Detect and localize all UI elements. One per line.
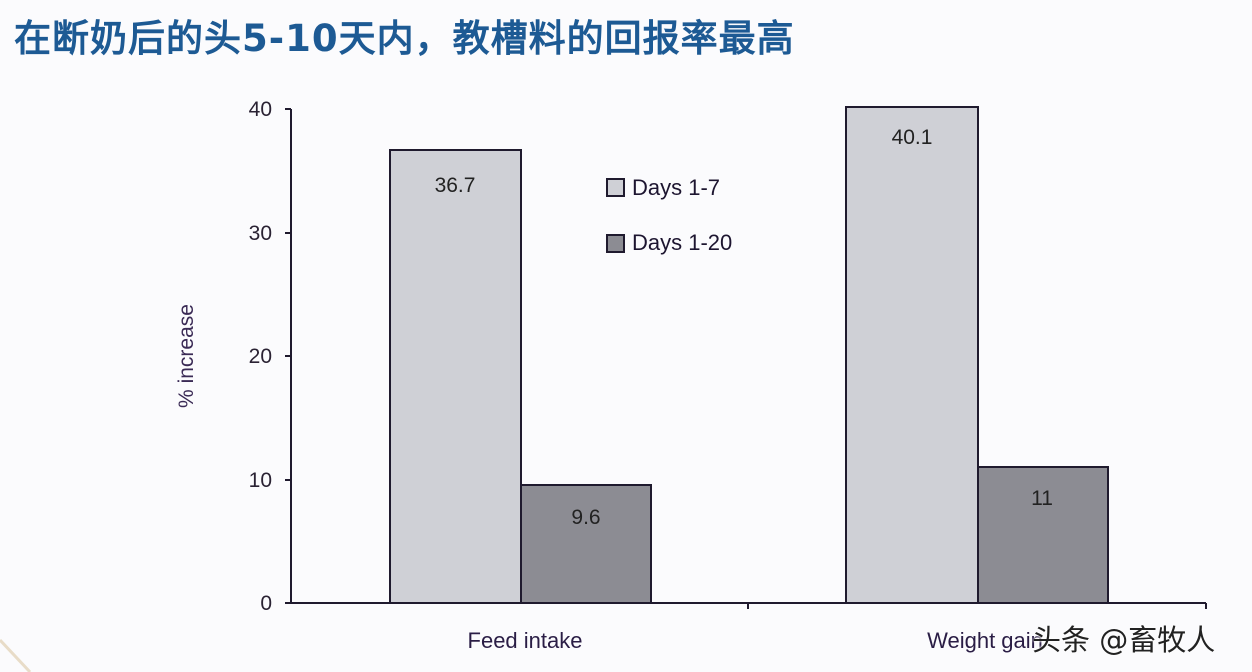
- y-axis-title: % increase: [175, 304, 198, 408]
- watermark: 头条 @畜牧人: [1032, 623, 1216, 657]
- y-tick-20: 20: [249, 345, 272, 368]
- bar-value-label: 11: [1031, 487, 1053, 510]
- y-tick-10: 10: [249, 469, 272, 492]
- x-category-feed-intake: Feed intake: [468, 628, 583, 653]
- bar-weight-gain-days-1-20: [977, 466, 1109, 604]
- bar-value-label: 9.6: [571, 506, 600, 529]
- x-axis: Feed intake Weight gain: [291, 602, 1207, 653]
- bar-value-label: 40.1: [892, 126, 933, 149]
- bar-group-weight-gain: 40.1 11: [845, 106, 1109, 604]
- x-category-weight-gain: Weight gain: [927, 628, 1043, 653]
- legend-label-days-1-20: Days 1-20: [632, 230, 732, 255]
- bar-feed-intake-days-1-7: [389, 149, 522, 604]
- bar-weight-gain-days-1-7: [845, 106, 979, 604]
- bar-feed-intake-days-1-20: [520, 484, 652, 604]
- y-axis: 0 10 20 30 40 % increase: [175, 98, 292, 615]
- corner-decoration: [0, 638, 32, 672]
- slide-title: 在断奶后的头5-10天内，教槽料的回报率最高: [14, 17, 795, 60]
- legend-swatch-days-1-7: [606, 178, 625, 197]
- legend-label-days-1-7: Days 1-7: [632, 175, 720, 200]
- y-tick-40: 40: [249, 98, 272, 121]
- y-tick-30: 30: [249, 222, 272, 245]
- y-tick-0: 0: [260, 592, 272, 615]
- legend: Days 1-7 Days 1-20: [606, 175, 732, 255]
- bar-group-feed-intake: 36.7 9.6: [389, 149, 652, 604]
- bar-value-label: 36.7: [435, 174, 476, 197]
- legend-swatch-days-1-20: [606, 234, 625, 253]
